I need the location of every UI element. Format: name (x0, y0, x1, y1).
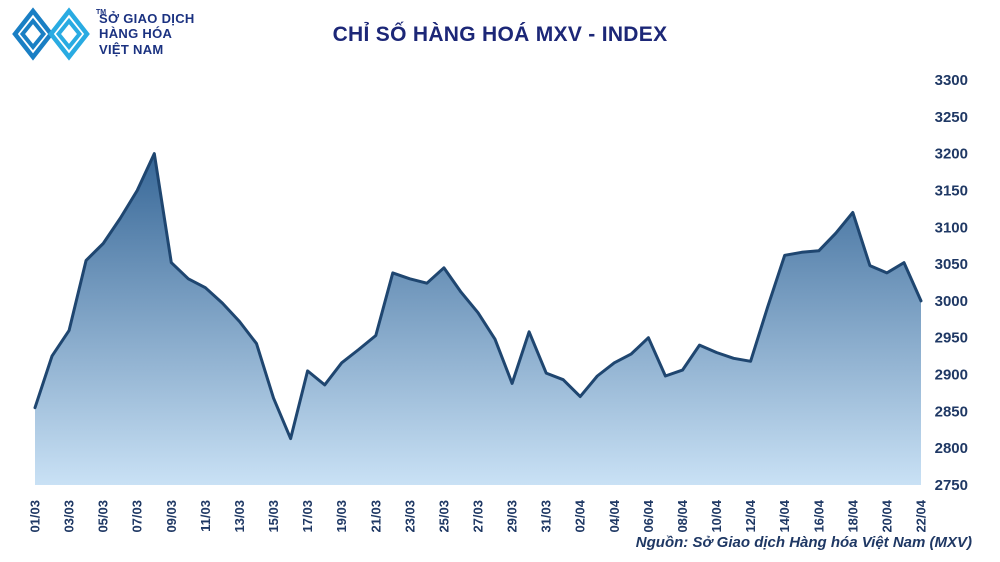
x-axis-label: 15/03 (266, 500, 281, 533)
x-axis-label: 16/04 (811, 499, 826, 532)
y-axis-label: 2800 (935, 440, 968, 457)
x-axis-label: 18/04 (845, 499, 860, 532)
x-axis-label: 04/04 (607, 499, 622, 532)
mxv-index-area-chart: 2750 2800 2850 2900 2950 3000 3050 3100 3150 3200… (28, 72, 969, 533)
y-axis-label: 3300 (935, 72, 968, 89)
y-axis-label: 2900 (935, 367, 968, 384)
x-axis-label: 12/04 (743, 499, 758, 532)
mxv-diamond-logo-icon (12, 7, 90, 61)
index-line (33, 152, 923, 441)
x-axis-label: 29/03 (505, 500, 520, 533)
x-axis-label: 06/04 (641, 499, 656, 532)
x-axis-label: 10/04 (709, 499, 724, 532)
x-axis-label: 01/03 (28, 500, 43, 533)
x-axis-label: 09/03 (164, 500, 179, 533)
x-axis-label: 31/03 (539, 500, 554, 533)
y-axis-label: 3200 (935, 146, 968, 163)
x-axis-label: 07/03 (130, 500, 145, 533)
logo-text-line1: SỞ GIAO DỊCH (99, 10, 195, 26)
x-axis-label: 08/04 (675, 499, 690, 532)
x-axis-label: 17/03 (300, 500, 315, 533)
y-axis-label: 2750 (935, 477, 968, 494)
x-axis-label: 03/03 (62, 500, 77, 533)
x-axis-label: 25/03 (436, 500, 451, 533)
y-axis-label: 3050 (935, 256, 968, 273)
x-axis-label: 23/03 (402, 500, 417, 533)
logo-text-line2: HÀNG HÓA (99, 26, 173, 42)
y-axis-label: 2850 (935, 403, 968, 420)
area-fill (35, 153, 921, 485)
logo-text: SỞ GIAO DỊCH HÀNG HÓA VIỆT NAM (99, 11, 195, 58)
x-axis-label: 11/03 (198, 500, 213, 532)
x-axis-label: 19/03 (334, 500, 349, 533)
x-axis-label: 20/04 (879, 499, 894, 532)
x-axis-label: 14/04 (777, 499, 792, 532)
chart-title: CHỈ SỐ HÀNG HOÁ MXV - INDEX (332, 23, 668, 46)
mxv-logo: TM SỞ GIAO DỊCH HÀNG HÓA VIỆT NAM (12, 6, 195, 62)
logo-text-line3: VIỆT NAM (99, 41, 164, 57)
y-axis-label: 3100 (935, 219, 968, 236)
source-caption: Nguồn: Sở Giao dịch Hàng hóa Việt Nam (M… (635, 534, 972, 551)
y-axis-label: 3150 (935, 183, 968, 200)
y-axis-label: 3000 (935, 293, 968, 310)
x-axis-label: 05/03 (96, 500, 111, 533)
x-axis-label: 13/03 (232, 500, 247, 533)
y-axis-label: 2950 (935, 330, 968, 347)
x-axis-label: 02/04 (573, 499, 588, 532)
x-axis-label: 21/03 (368, 500, 383, 533)
x-axis-label: 27/03 (471, 500, 486, 533)
y-axis-label: 3250 (935, 109, 968, 126)
x-axis-label: 22/04 (914, 499, 929, 532)
trademark-symbol: TM (96, 9, 107, 16)
